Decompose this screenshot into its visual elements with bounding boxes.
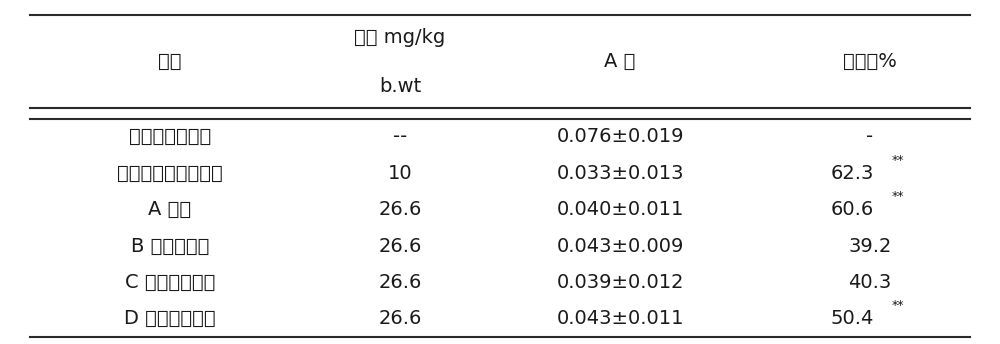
Text: 26.6: 26.6 xyxy=(378,273,422,292)
Text: 0.076±0.019: 0.076±0.019 xyxy=(556,127,684,147)
Text: 50.4: 50.4 xyxy=(830,309,874,329)
Text: b.wt: b.wt xyxy=(379,76,421,96)
Text: **: ** xyxy=(892,299,904,312)
Text: 26.6: 26.6 xyxy=(378,309,422,329)
Text: A 组方: A 组方 xyxy=(148,200,192,219)
Text: 0.040±0.011: 0.040±0.011 xyxy=(556,200,684,219)
Text: 0.043±0.011: 0.043±0.011 xyxy=(556,309,684,329)
Text: 39.2: 39.2 xyxy=(848,237,892,256)
Text: 62.3: 62.3 xyxy=(830,164,874,183)
Text: 26.6: 26.6 xyxy=(378,200,422,219)
Text: 0.039±0.012: 0.039±0.012 xyxy=(556,273,684,292)
Text: **: ** xyxy=(892,190,904,203)
Text: -: - xyxy=(866,127,874,147)
Text: 抑制率%: 抑制率% xyxy=(843,52,897,72)
Text: C 葡萄籽提取物: C 葡萄籽提取物 xyxy=(125,273,215,292)
Text: 10: 10 xyxy=(388,164,412,183)
Text: **: ** xyxy=(892,154,904,167)
Text: 0.043±0.009: 0.043±0.009 xyxy=(556,237,684,256)
Text: D 刺蒺藜提取物: D 刺蒺藜提取物 xyxy=(124,309,216,329)
Text: A 值: A 值 xyxy=(604,52,636,72)
Text: 空白对照组：水: 空白对照组：水 xyxy=(129,127,211,147)
Text: 组别: 组别 xyxy=(158,52,182,72)
Text: 剂量 mg/kg: 剂量 mg/kg xyxy=(354,28,446,47)
Text: 0.033±0.013: 0.033±0.013 xyxy=(556,164,684,183)
Text: B 紫草提取物: B 紫草提取物 xyxy=(131,237,209,256)
Text: --: -- xyxy=(393,127,407,147)
Text: 60.6: 60.6 xyxy=(830,200,874,219)
Text: 26.6: 26.6 xyxy=(378,237,422,256)
Text: 阳性对照组：息斯敏: 阳性对照组：息斯敏 xyxy=(117,164,223,183)
Text: 40.3: 40.3 xyxy=(848,273,892,292)
